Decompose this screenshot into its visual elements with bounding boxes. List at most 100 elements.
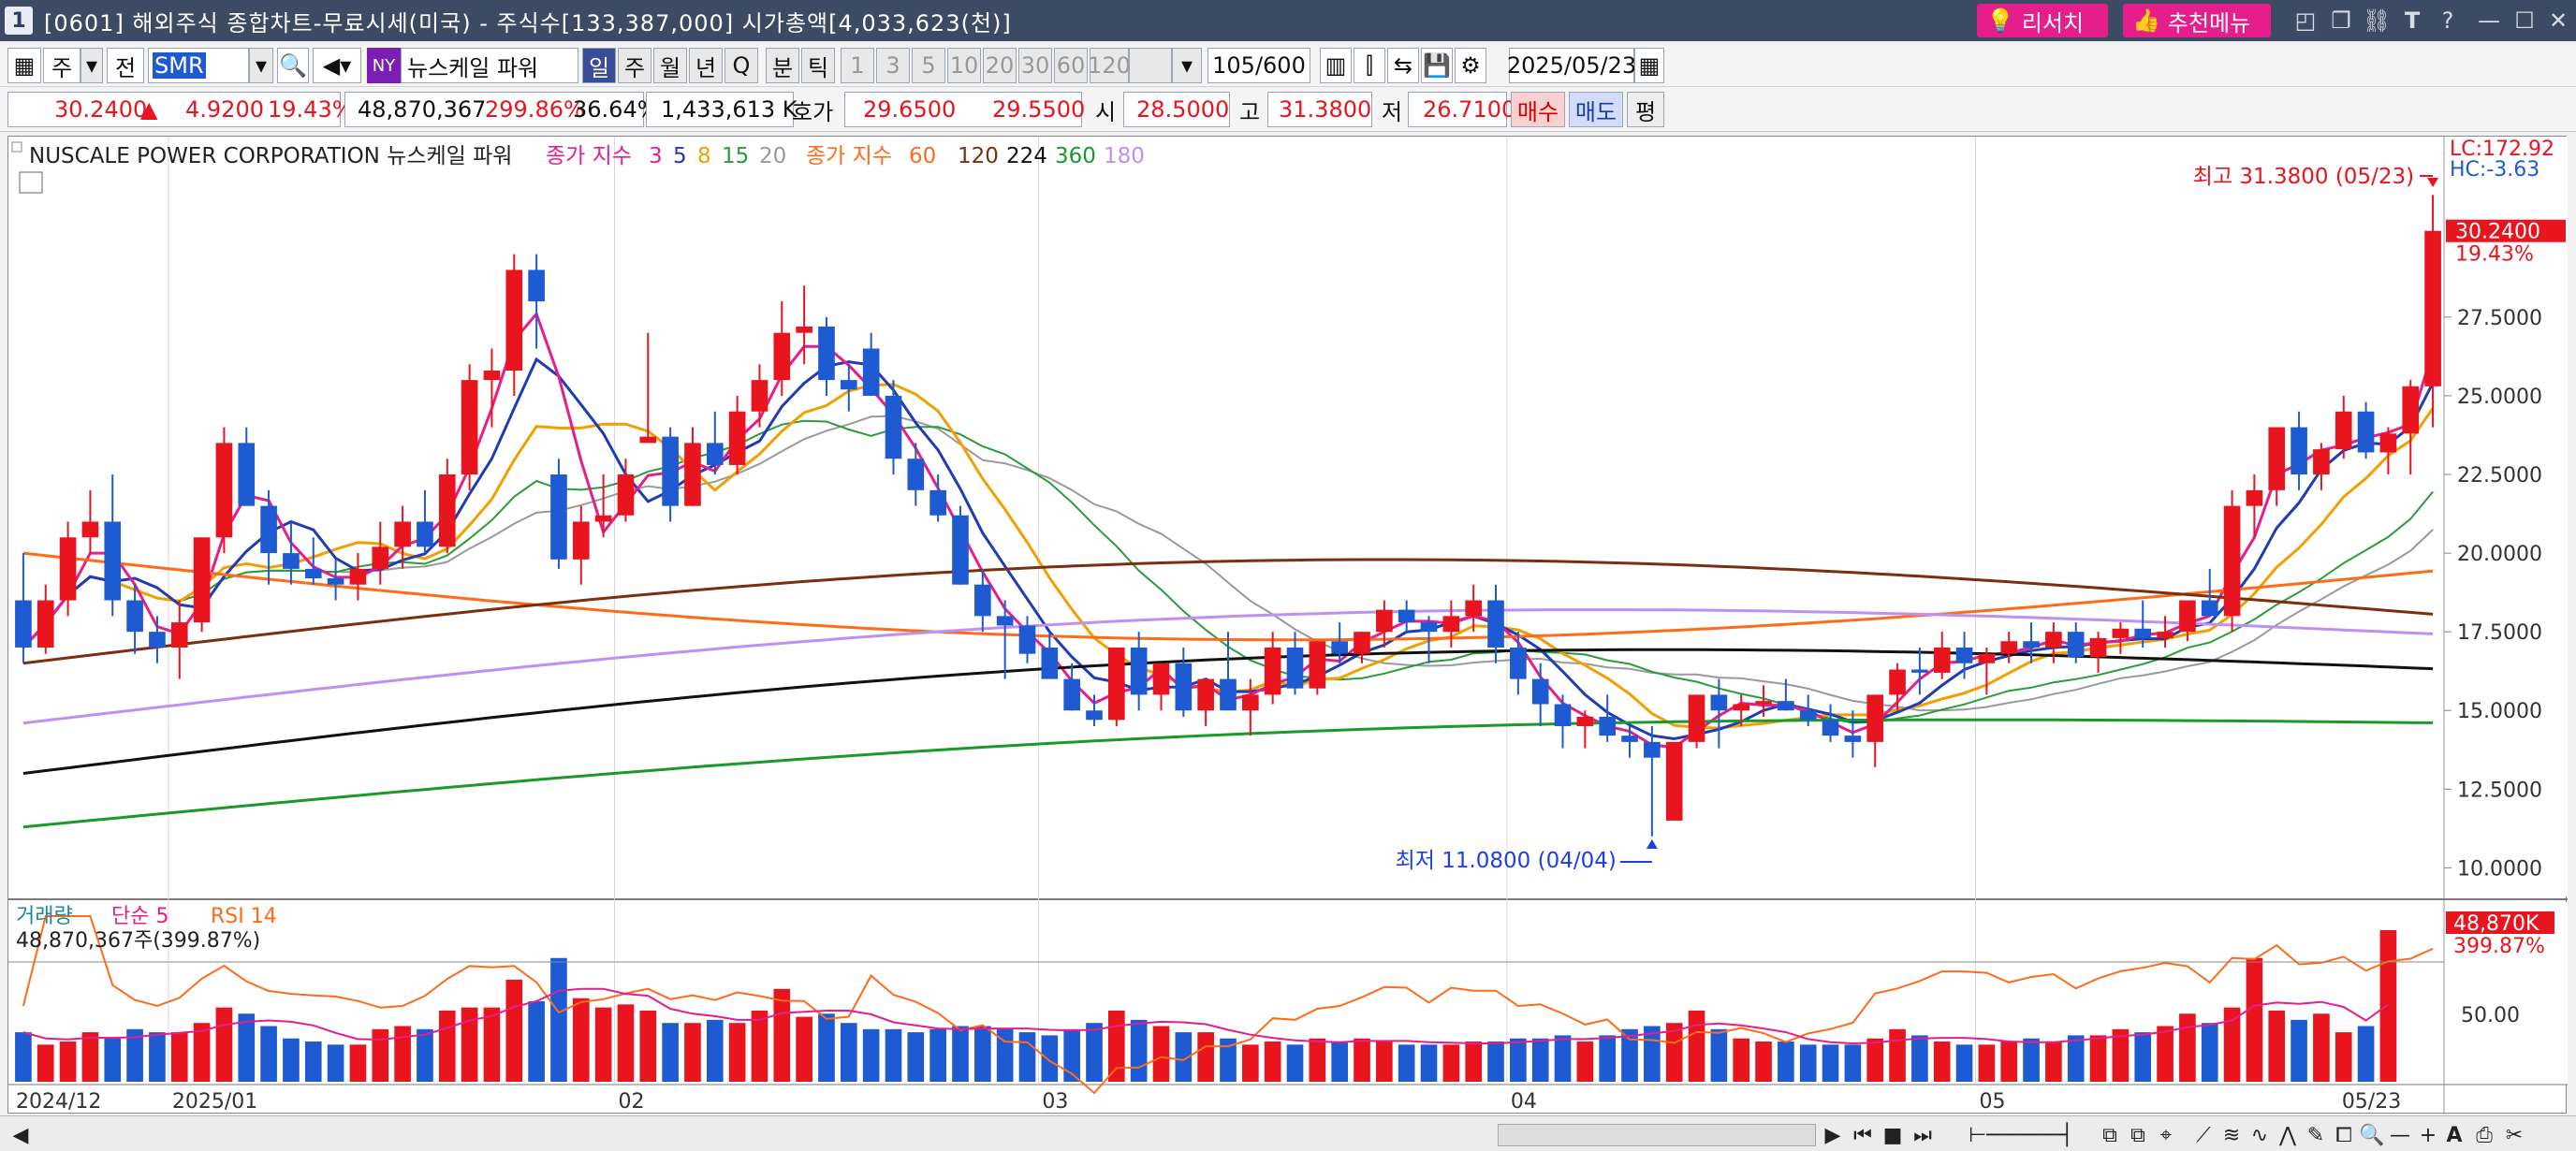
- candle-body: [684, 443, 701, 506]
- text-icon[interactable]: T: [2404, 7, 2421, 34]
- layout-icon[interactable]: ▦: [7, 48, 41, 83]
- calendar-icon[interactable]: ▦: [1634, 48, 1664, 83]
- candle-body: [1063, 678, 1080, 711]
- tab-week[interactable]: 주: [618, 48, 651, 83]
- turnover-pct: 36.64%: [573, 96, 659, 123]
- scissors-icon[interactable]: ✂: [2505, 1123, 2524, 1147]
- gear-icon[interactable]: ⚙: [1455, 48, 1486, 83]
- symbol-dropdown-icon[interactable]: ▾: [249, 48, 273, 83]
- copy-icon[interactable]: ❐: [2331, 7, 2351, 34]
- candle-body: [840, 380, 857, 390]
- minimize-icon[interactable]: —: [2478, 7, 2500, 34]
- compare-icon[interactable]: ⇆: [1387, 48, 1419, 83]
- sound-icon[interactable]: ◀▾: [313, 48, 361, 83]
- pattern-icon[interactable]: ⋀: [2278, 1123, 2297, 1147]
- minute-20[interactable]: 20: [983, 48, 1017, 83]
- layout-b-icon[interactable]: ⧉: [2130, 1123, 2145, 1147]
- volume-bar: [193, 1023, 211, 1082]
- prev-button[interactable]: 전: [107, 48, 144, 83]
- maximize-icon[interactable]: ☐: [2514, 7, 2535, 34]
- candle-body: [2134, 628, 2152, 638]
- scroll-right-icon[interactable]: ▶: [1824, 1123, 1841, 1147]
- minute-10[interactable]: 10: [947, 48, 981, 83]
- volume-bar: [1933, 1042, 1951, 1082]
- wave-icon[interactable]: ∿: [2250, 1123, 2269, 1147]
- minute-30[interactable]: 30: [1018, 48, 1052, 83]
- layout-a-icon[interactable]: ⧉: [2102, 1123, 2117, 1147]
- minute-60[interactable]: 60: [1054, 48, 1088, 83]
- tab-quarter[interactable]: Q: [724, 48, 758, 83]
- help-icon[interactable]: ?: [2441, 7, 2454, 34]
- tab-year[interactable]: 년: [689, 48, 723, 83]
- candle-body: [260, 505, 277, 554]
- chevron-down-icon[interactable]: ▾: [80, 48, 103, 83]
- candle-body: [1933, 647, 1951, 673]
- chart-canvas[interactable]: 27.5000 25.0000 22.5000 20.0000 17.5000 15.00…: [7, 136, 2568, 1115]
- trendline-icon[interactable]: ⟋: [2196, 1123, 2211, 1147]
- current-price-tag: [2446, 219, 2566, 242]
- minute-custom-input[interactable]: [1129, 48, 1172, 83]
- candle-body: [2424, 230, 2441, 386]
- minute-3[interactable]: 3: [876, 48, 910, 83]
- recommend-menu-button[interactable]: 👍 추천메뉴: [2123, 4, 2271, 37]
- save-icon[interactable]: 💾: [1421, 48, 1453, 83]
- chart-svg[interactable]: 27.5000 25.0000 22.5000 20.0000 17.5000 15.00…: [8, 137, 2568, 1115]
- print-icon[interactable]: ⎙: [2476, 1123, 2493, 1147]
- candle-body: [1733, 704, 1750, 711]
- zoom-out-icon[interactable]: —: [2390, 1123, 2410, 1147]
- minute-5[interactable]: 5: [912, 48, 945, 83]
- edit-icon[interactable]: ⧠: [2335, 1123, 2352, 1147]
- scroll-bar[interactable]: ◀ ▶ ⏮ ■ ⏭ ⊢──────┤ ⧉ ⧉ ⌖ ⟋ ≋ ∿ ⋀ ✎ ⧠ 🔍 —…: [0, 1115, 2576, 1151]
- candle-body: [1442, 616, 1460, 633]
- symbol-input[interactable]: SMR: [148, 48, 249, 83]
- candle-body: [81, 521, 99, 538]
- window-number-icon[interactable]: 1: [5, 7, 33, 35]
- candle-type-icon[interactable]: ⫿: [1354, 48, 1385, 83]
- volume-bar: [1376, 1042, 1393, 1082]
- scroll-left-icon[interactable]: ◀: [12, 1123, 29, 1147]
- rewind-icon[interactable]: ⏮: [1853, 1123, 1872, 1147]
- volume-bar: [1778, 1042, 1794, 1082]
- high-box: [1267, 92, 1372, 127]
- minute-dropdown-icon[interactable]: ▾: [1172, 48, 1202, 83]
- zoom-in-icon[interactable]: +: [2419, 1123, 2437, 1147]
- scroll-thumb[interactable]: [1498, 1124, 1816, 1146]
- minute-120[interactable]: 120: [1088, 48, 1131, 83]
- sell-button[interactable]: 매도: [1569, 92, 1623, 127]
- close-icon[interactable]: ✕: [2548, 7, 2569, 34]
- brush-icon[interactable]: ✎: [2306, 1123, 2325, 1147]
- crosshair-icon[interactable]: ⌖: [2159, 1123, 2173, 1147]
- amount-value: 1,433,613 K: [661, 96, 798, 123]
- count-field[interactable]: 105/600: [1208, 48, 1310, 83]
- period-select[interactable]: 주: [43, 48, 80, 83]
- fast-forward-icon[interactable]: ⏭: [1913, 1123, 1932, 1147]
- zoom-slider[interactable]: ⊢──────┤: [1969, 1123, 2073, 1147]
- fibo-icon[interactable]: ≋: [2222, 1123, 2241, 1147]
- grid-icon[interactable]: ▥: [1320, 48, 1352, 83]
- buy-button[interactable]: 매수: [1511, 92, 1565, 127]
- stop-icon[interactable]: ■: [1882, 1123, 1903, 1147]
- exchange-badge: NY: [367, 48, 401, 83]
- minute-1[interactable]: 1: [841, 48, 874, 83]
- up-arrow-icon: ▲: [140, 96, 158, 123]
- volume-bar: [1286, 1044, 1304, 1082]
- legend-box-icon: [11, 141, 22, 153]
- ma20-line: [22, 415, 2434, 712]
- font-icon[interactable]: A: [2446, 1123, 2463, 1147]
- research-button[interactable]: 💡 리서치: [1977, 4, 2108, 37]
- candle-body: [1644, 741, 1661, 758]
- link-icon[interactable]: ⛓: [2362, 7, 2392, 34]
- restore-icon[interactable]: ◰: [2294, 7, 2317, 34]
- candle-body: [1286, 647, 1304, 689]
- volume-bar: [2157, 1026, 2174, 1082]
- tab-tick[interactable]: 틱: [801, 48, 835, 83]
- magnifier-icon[interactable]: 🔍: [2359, 1123, 2385, 1147]
- tab-month[interactable]: 월: [653, 48, 687, 83]
- volume-bar: [751, 1010, 768, 1082]
- tab-day[interactable]: 일: [582, 48, 616, 83]
- search-icon[interactable]: 🔍: [277, 48, 309, 83]
- date-input[interactable]: 2025/05/23: [1507, 48, 1636, 83]
- tab-minute[interactable]: 분: [766, 48, 799, 83]
- eval-button[interactable]: 평: [1627, 92, 1664, 127]
